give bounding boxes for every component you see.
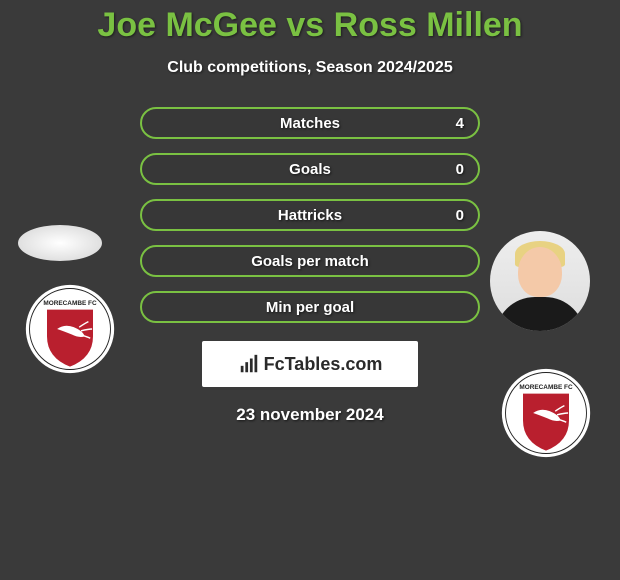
stat-label: Min per goal bbox=[266, 299, 354, 316]
chart-icon bbox=[238, 353, 260, 375]
stat-row-hattricks: Hattricks 0 bbox=[140, 199, 480, 231]
stat-label: Hattricks bbox=[278, 207, 342, 224]
player-left-club-badge: MORECAMBE FC bbox=[24, 283, 116, 375]
brand-text: FcTables.com bbox=[264, 354, 383, 375]
stat-rows: Matches 4 Goals 0 Hattricks 0 Goals per … bbox=[140, 107, 480, 323]
stat-row-matches: Matches 4 bbox=[140, 107, 480, 139]
stat-row-min-per-goal: Min per goal bbox=[140, 291, 480, 323]
stat-value-right: 4 bbox=[456, 115, 464, 132]
stat-value-right: 0 bbox=[456, 161, 464, 178]
svg-text:MORECAMBE FC: MORECAMBE FC bbox=[519, 384, 573, 391]
comparison-area: MORECAMBE FC MORECAMBE FC Matches 4 Goal… bbox=[0, 107, 620, 425]
stat-label: Goals bbox=[289, 161, 331, 178]
player-left-avatar bbox=[18, 225, 102, 261]
page-title: Joe McGee vs Ross Millen bbox=[0, 0, 620, 45]
stat-row-goals: Goals 0 bbox=[140, 153, 480, 185]
stat-value-right: 0 bbox=[456, 207, 464, 224]
player-right-club-badge: MORECAMBE FC bbox=[500, 367, 592, 459]
stat-label: Matches bbox=[280, 115, 340, 132]
svg-text:MORECAMBE FC: MORECAMBE FC bbox=[43, 300, 97, 307]
brand-box: FcTables.com bbox=[202, 341, 418, 387]
stat-row-goals-per-match: Goals per match bbox=[140, 245, 480, 277]
player-right-avatar bbox=[490, 231, 590, 331]
stat-label: Goals per match bbox=[251, 253, 369, 270]
subtitle: Club competitions, Season 2024/2025 bbox=[0, 59, 620, 77]
